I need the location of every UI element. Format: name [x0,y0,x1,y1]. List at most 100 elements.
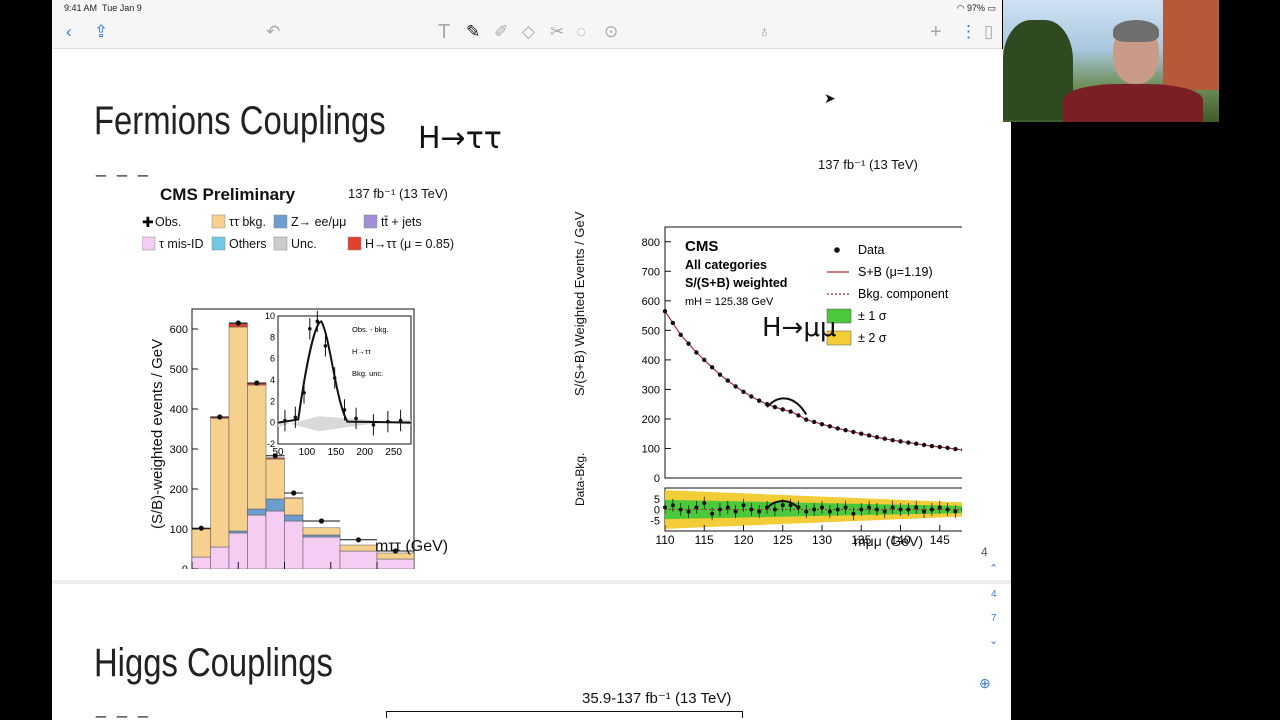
chart2-ratio-ytick-label-0: -5 [650,515,660,527]
chart1-bar-1-4 [265,498,285,512]
undo-icon[interactable]: ↶ [266,22,281,41]
chart2-ratio-ytick-label-2: 5 [654,494,660,506]
chart2-ratio-point-3 [686,509,691,514]
chart1-ytick-label-5: 500 [170,364,188,376]
chart2-ratio-point-12 [757,509,762,514]
chart2-ratio-point-28 [882,509,887,514]
chart2-data-point-37 [953,446,958,452]
chart2-ratio-point-5 [702,501,707,506]
chart1-inset-point-2 [302,391,306,395]
chart1-bar-2-0 [191,528,211,558]
notebook-page[interactable]: Fermions Couplings _ _ _ H→ττ CMS Prelim… [52,49,1011,720]
back-icon[interactable]: ‹ [66,22,72,41]
chart2-ratio-point-11 [749,507,754,512]
more-icon[interactable]: ⋮ [960,22,977,41]
chart1-obs-point-4 [272,453,278,459]
scroll-up-icon[interactable]: ⌃ [989,563,999,575]
chart2-xtick-label-7: 145 [930,533,950,547]
page-number: 4 [981,545,988,559]
shapes-icon[interactable]: ◌ [576,22,587,41]
video-person-body [1063,84,1203,122]
chart2-data-point-29 [890,438,895,443]
chart2-data-point-21 [827,424,833,429]
share-icon[interactable]: ⇪ [94,22,109,41]
chart2-xtick-label-2: 120 [733,533,753,547]
chart2-data-point-7 [717,372,723,377]
highlighter-icon[interactable]: ✐ [494,22,509,41]
chart2-data-point-35 [937,444,942,450]
chart1-legend-swatch-7 [347,236,362,251]
chart2-ytick-label-6: 600 [642,296,660,308]
chart2-xtick-label-3: 125 [773,533,793,547]
chart2-data-point-20 [819,422,825,427]
chart1-obs-point-7 [355,537,362,543]
chart2-ytick-label-8: 800 [642,237,660,249]
chart1-bar-1-6 [302,534,341,538]
sidebar-num-current: 4 [991,589,997,600]
text-tool-icon[interactable]: T [438,21,451,43]
chart1-legend-swatch-5 [211,236,226,251]
chart2-xtick-label-6: 140 [890,533,910,547]
chart2-data-point-27 [874,435,880,440]
chart2-ytick-label-4: 400 [642,355,660,367]
scroll-down-icon[interactable]: ⌄ [989,635,999,647]
chart2-ratio-point-1 [670,503,675,508]
chart2-ytick-label-7: 700 [642,266,660,278]
chart1-ytick-label-3: 300 [170,444,188,456]
chart2-data-point-28 [882,436,887,441]
chart2-data-point-8 [725,378,730,383]
chart2-data-point-36 [945,445,950,451]
chart2-ratio-point-21 [827,509,832,514]
chart2-legend-label-0: Data [858,243,884,257]
chart2-xtick-label-0: 110 [655,533,674,547]
chart2-data-point-19 [811,419,817,425]
chart2-ratio-point-32 [914,505,919,510]
chart2-data-point-12 [757,398,762,403]
chart2-lumi: 137 fb⁻¹ (13 TeV) [818,157,918,172]
bottom-chart-frame [386,711,743,718]
chart2-data-point-14 [772,404,778,410]
chart2-xtick-label-5: 135 [851,533,871,547]
chart-h-tautau: CMS Preliminary 137 fb⁻¹ (13 TeV) ✚ Obs. τ… [142,185,454,569]
wifi-icon: ◠ [956,3,965,13]
pen-icon[interactable]: ✎ [466,22,481,41]
eraser-icon[interactable]: ◇ [522,22,536,41]
chart2-legend-2sigma [826,330,852,346]
chart1-legend-swatch-6 [273,236,288,251]
chart2-ratio-point-6 [710,511,715,516]
pages-icon[interactable]: ▯ [984,22,994,41]
chart2-ratio-point-8 [725,505,730,510]
microphone-icon[interactable]: ♁ [758,22,771,41]
chart1-inset-point-11 [398,418,403,423]
chart2-data-point-32 [914,441,919,446]
chart1-ytick-label-1: 100 [170,524,188,536]
chart2-ratio-point-0 [663,505,667,510]
chart1-obs-point-5 [291,490,297,496]
status-battery: ◠ 97% ▭ [956,3,996,13]
status-time: 9:41 AM Tue Jan 9 [64,3,142,13]
chart1-legend-label-6: Unc. [291,237,317,251]
chart1-bar-2-5 [284,497,304,516]
lasso-icon[interactable]: ✂ [550,22,565,41]
chart2-data-point-22 [835,426,840,431]
zoom-page-icon[interactable]: ⊕ [979,675,991,691]
chart2-ratio-point-36 [945,507,950,512]
chart1-legend-swatch-3 [363,214,378,229]
chart1-legend-label-1: ττ bkg. [229,215,266,229]
chart1-legend-swatch-4 [142,236,156,251]
chart1-title: CMS Preliminary [160,185,296,204]
cursor-icon: ➤ [824,90,836,106]
chart1-inset-xtick-0: 50 [272,447,284,458]
chart2-data-point-6 [709,365,715,370]
chart1-inset-ytick-1: 0 [270,418,275,428]
add-icon[interactable]: + [930,21,942,43]
chart2-ratio-point-15 [780,503,785,508]
chart1-inset-point-8 [354,416,358,421]
chart2-ratio-point-31 [906,507,911,512]
zoom-icon[interactable]: ⊙ [604,22,619,41]
battery-icon: ▭ [987,3,996,13]
chart1-bar-0-8 [376,558,415,569]
chart1-bar-0-5 [284,520,304,569]
chart2-data-point-18 [804,417,809,422]
chart2-ratio-point-33 [922,509,927,514]
